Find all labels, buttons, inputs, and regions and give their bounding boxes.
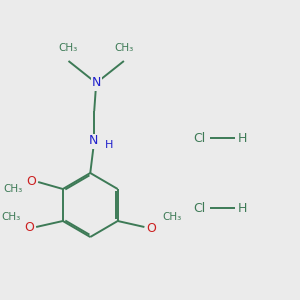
Text: O: O bbox=[26, 175, 36, 188]
Text: CH₃: CH₃ bbox=[2, 212, 21, 222]
Text: O: O bbox=[24, 221, 34, 234]
Text: N: N bbox=[88, 134, 98, 148]
Text: H: H bbox=[105, 140, 113, 150]
Text: N: N bbox=[92, 76, 101, 89]
Text: H: H bbox=[238, 131, 247, 145]
Text: H: H bbox=[238, 202, 247, 214]
Text: CH₃: CH₃ bbox=[59, 43, 78, 53]
Text: CH₃: CH₃ bbox=[4, 184, 23, 194]
Text: Cl: Cl bbox=[193, 202, 205, 214]
Text: CH₃: CH₃ bbox=[114, 43, 134, 53]
Text: O: O bbox=[146, 221, 156, 235]
Text: Cl: Cl bbox=[193, 131, 205, 145]
Text: CH₃: CH₃ bbox=[163, 212, 182, 222]
